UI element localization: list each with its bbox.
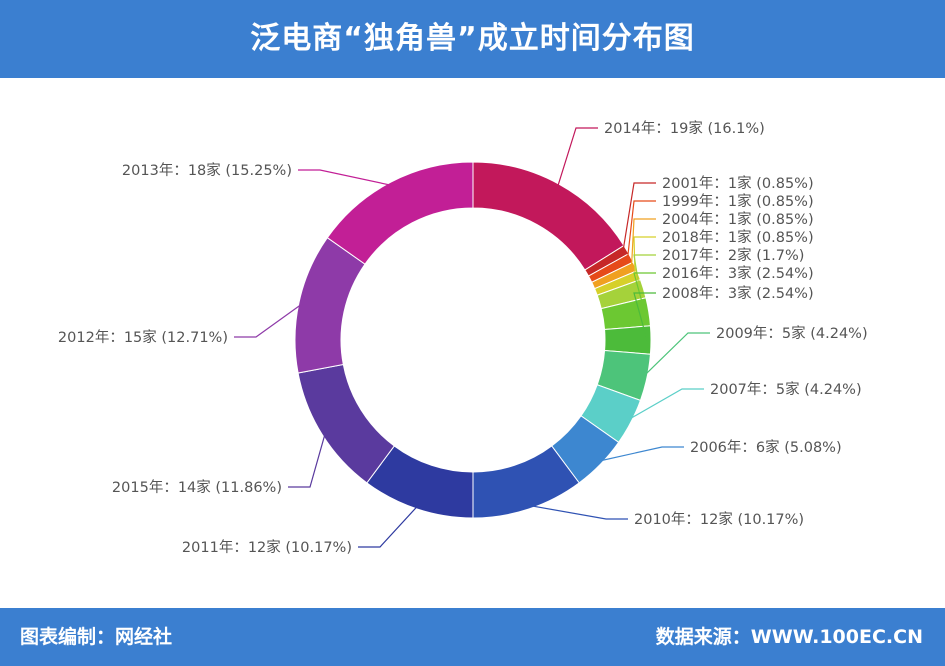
data-label-2015年: 2015年：14家 (11.86%) <box>112 479 282 496</box>
slice-2014年 <box>472 161 625 271</box>
data-label-2001年: 2001年：1家 (0.85%) <box>662 175 814 192</box>
slice-2012年 <box>294 236 366 374</box>
leader-2018年 <box>633 236 656 277</box>
data-label-2018年: 2018年：1家 (0.85%) <box>662 229 814 246</box>
data-label-2013年: 2013年：18家 (15.25%) <box>122 162 292 179</box>
leader-2015年 <box>288 432 327 488</box>
leader-2016年 <box>633 272 656 313</box>
data-label-2011年: 2011年：12家 (10.17%) <box>182 539 352 556</box>
data-label-2009年: 2009年：5家 (4.24%) <box>716 325 868 342</box>
leader-2013年 <box>298 169 393 187</box>
data-label-2004年: 2004年：1家 (0.85%) <box>662 211 814 228</box>
data-source: 数据来源：WWW.100EC.CN <box>655 626 923 648</box>
data-label-2012年: 2012年：15家 (12.71%) <box>58 329 228 346</box>
slice-2015年 <box>297 363 395 484</box>
data-label-2006年: 2006年：6家 (5.08%) <box>690 439 842 456</box>
leader-2007年 <box>627 388 704 421</box>
chart-compiler: 图表编制：网经社 <box>20 626 173 648</box>
label-leaders <box>234 127 710 548</box>
leader-2014年 <box>556 127 598 188</box>
leader-2008年 <box>633 292 656 341</box>
data-label-2014年: 2014年：19家 (16.1%) <box>604 120 765 137</box>
donut-chart: 2014年：19家 (16.1%) 2001年：1家 (0.85%) 1999年：1… <box>0 78 945 608</box>
donut-slices <box>294 161 652 519</box>
leader-2004年 <box>630 218 656 269</box>
data-label-2017年: 2017年：2家 (1.7%) <box>662 247 804 264</box>
page-title: 泛电商“独角兽”成立时间分布图 <box>0 0 945 78</box>
leader-2010年 <box>527 504 628 520</box>
slice-2013年 <box>326 161 474 265</box>
leader-2001年 <box>622 182 656 252</box>
data-labels: 2014年：19家 (16.1%) 2001年：1家 (0.85%)1999年：1… <box>58 120 868 556</box>
data-label-2016年: 2016年：3家 (2.54%) <box>662 265 814 282</box>
footer-bar: 图表编制：网经社 数据来源：WWW.100EC.CN <box>0 608 945 666</box>
leader-2006年 <box>597 446 684 462</box>
leader-2017年 <box>633 254 656 290</box>
data-label-2008年: 2008年：3家 (2.54%) <box>662 285 814 302</box>
data-label-2010年: 2010年：12家 (10.17%) <box>634 511 804 528</box>
leader-2012年 <box>234 302 304 338</box>
leader-2009年 <box>642 332 710 378</box>
donut-chart-svg: 2014年：19家 (16.1%) 2001年：1家 (0.85%)1999年：1… <box>58 120 868 556</box>
leader-2011年 <box>358 504 419 548</box>
data-label-1999年: 1999年：1家 (0.85%) <box>662 193 814 210</box>
leader-1999年 <box>626 200 656 260</box>
data-label-2007年: 2007年：5家 (4.24%) <box>710 381 862 398</box>
